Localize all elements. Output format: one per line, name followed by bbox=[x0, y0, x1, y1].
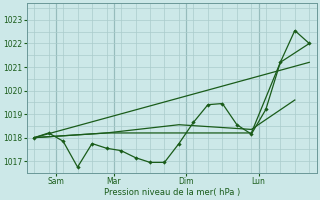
X-axis label: Pression niveau de la mer( hPa ): Pression niveau de la mer( hPa ) bbox=[104, 188, 240, 197]
